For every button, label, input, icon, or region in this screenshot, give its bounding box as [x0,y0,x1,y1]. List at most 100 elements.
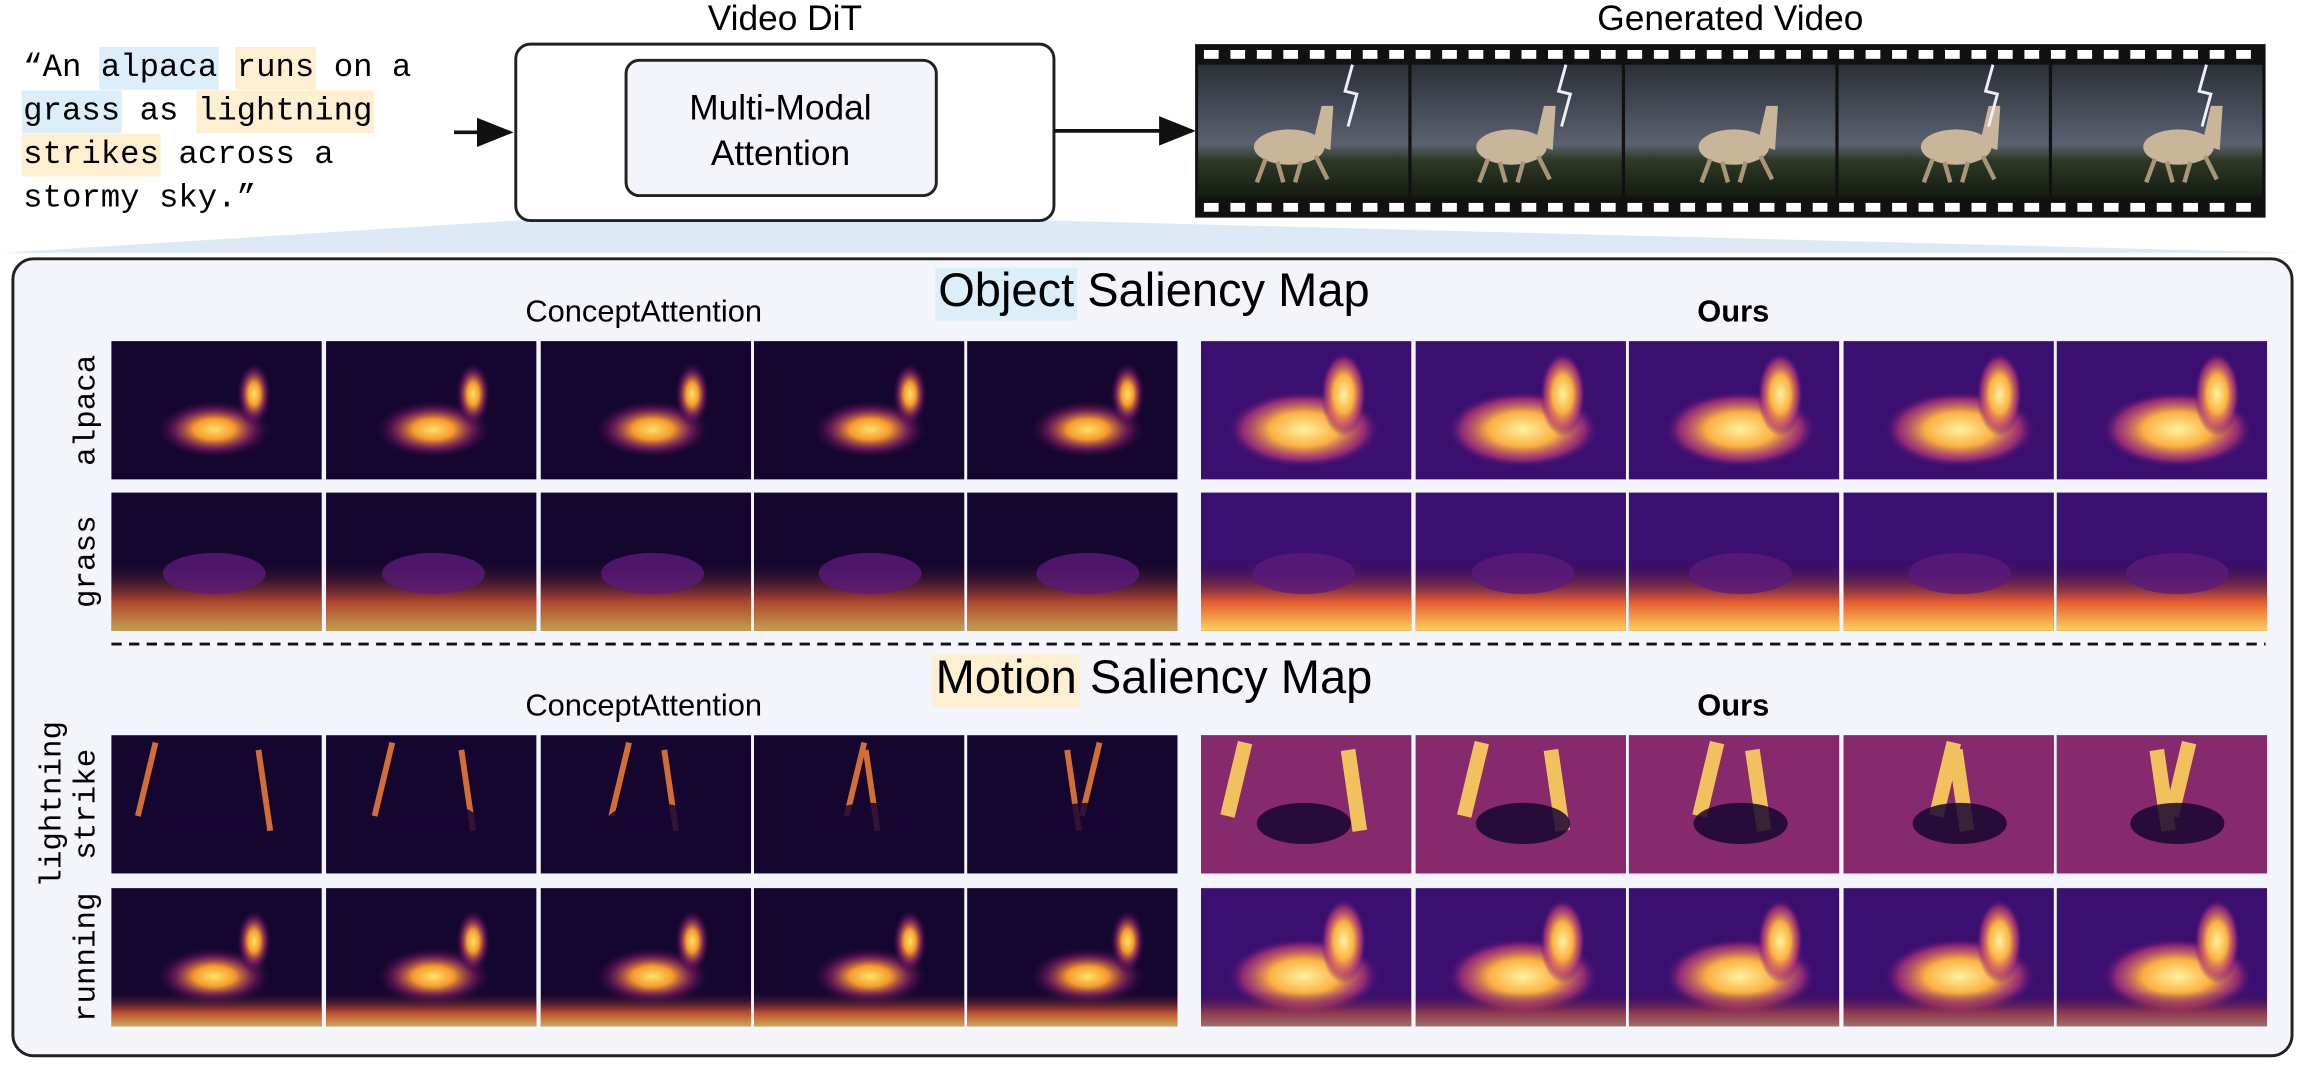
sprocket [1548,49,1563,59]
saliency-map [1200,341,1412,480]
highlight [235,47,316,90]
video-frame [2052,64,2263,198]
sprocket [1812,49,1828,59]
sprocket [1574,49,1590,59]
sprocket [1256,202,1272,212]
sprocket [1971,202,1987,212]
silhouette [1908,552,2012,595]
streak [135,741,274,832]
saliency-map [111,341,322,480]
sprocket [1706,49,1722,59]
alpaca [2202,105,2223,150]
sprocket [1680,49,1696,59]
sprocket [1600,202,1616,212]
silhouette [2125,552,2229,595]
sprocket [1997,49,2013,59]
sprocket [1468,202,1484,212]
blob [674,361,710,427]
sprocket [2236,202,2251,212]
saliency-map [1200,735,1412,874]
fan [1,220,2301,253]
silhouette [162,552,266,595]
blob [455,361,491,427]
prompt-text: on a [314,49,411,86]
ground [1628,991,1840,1027]
silhouette [386,802,481,845]
attn-box [624,58,938,198]
saliency-map [2056,888,2268,1027]
silhouette [381,552,485,595]
saliency-map [1628,888,1840,1027]
prompt-text: as [120,93,198,130]
sprocket [2209,202,2225,212]
blob [2194,899,2240,984]
saliency-map [111,492,322,631]
panel-title: Motion Saliency Map [936,650,1373,703]
sprocket [2236,49,2251,59]
lightning [1983,64,2000,127]
alpaca-legs [2144,154,2219,184]
sprocket [2183,49,2198,59]
saliency-map [753,735,965,874]
sprocket [1336,49,1351,59]
ground [753,991,965,1027]
prompt-text: grass [23,93,120,130]
blob [1320,899,1367,984]
silhouette [1040,802,1135,845]
lightning [2197,64,2213,127]
blob [1539,899,1586,984]
alpaca-legs [1921,154,1997,184]
dit-title: Video DiT [708,0,862,38]
alpaca [1920,129,1992,165]
saliency-map [1843,735,2054,874]
blob [1539,352,1586,437]
sprocket [2077,202,2093,212]
sprocket [1362,202,1378,212]
blob [1976,352,2023,437]
streak [1220,740,1368,832]
saliency-map [111,735,322,874]
alpaca [1535,105,1556,150]
silhouette [1912,802,2007,845]
saliency-map [1200,492,1412,631]
silhouette [823,802,918,845]
sprocket [1336,202,1351,212]
alpaca [2143,129,2214,165]
sprocket [1309,49,1325,59]
saliency-map [540,888,752,1027]
sprocket [1495,49,1510,59]
ground [1843,991,2054,1027]
title-highlight: Object [938,264,1074,317]
saliency-map [753,341,965,480]
sprocket [1442,49,1457,59]
ground [1415,991,1626,1027]
blob [2194,352,2240,437]
lightning [1556,64,1573,127]
silhouette [1475,802,1571,845]
highlight [21,133,161,177]
sprocket [1521,202,1537,212]
ground [326,991,537,1027]
sprocket [1733,49,1748,59]
blob [892,908,928,974]
sprocket [1574,202,1590,212]
saliency-map [1628,492,1840,631]
sprocket [1945,202,1960,212]
method-label: ConceptAttention [525,293,762,328]
saliency-map [1843,888,2054,1027]
saliency-map [1415,735,1626,874]
sprocket [1256,49,1272,59]
saliency-map [1628,735,1840,874]
highlight [99,47,219,90]
sprocket [1706,202,1722,212]
row-label: lightning [36,721,71,888]
sprocket [1627,49,1643,59]
sprocket [1786,202,1801,212]
alpaca [1698,129,1770,165]
blob [455,908,491,974]
highlight [196,90,375,134]
silhouette [1689,552,1793,595]
sprocket [2050,49,2066,59]
prompt-text: stormy sky.” [23,179,256,216]
sprocket [2050,202,2066,212]
